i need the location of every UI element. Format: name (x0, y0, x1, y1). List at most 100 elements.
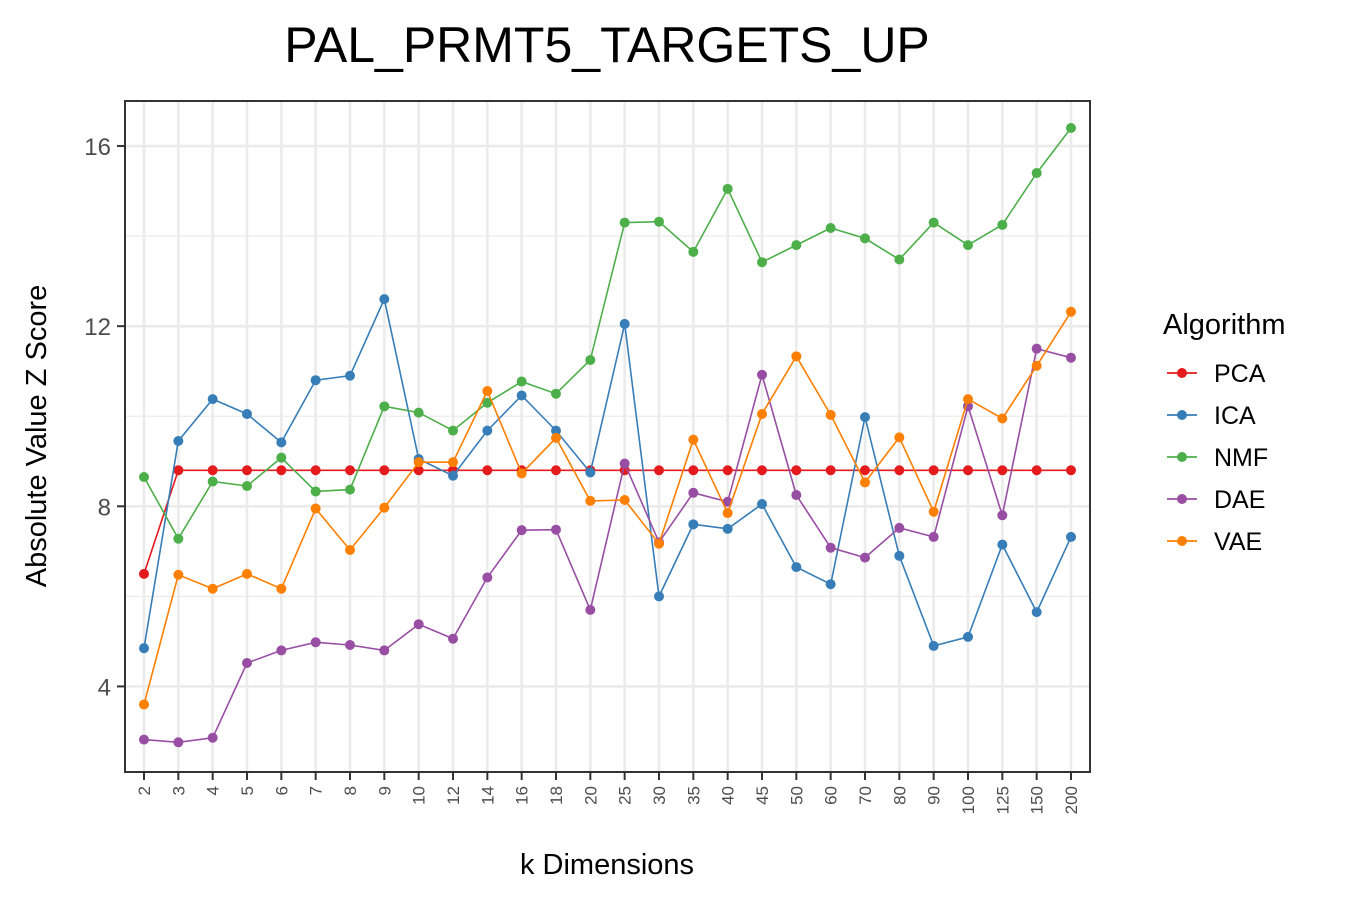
data-point-vae (310, 503, 321, 514)
x-tick-label: 6 (272, 786, 291, 795)
data-point-nmf (482, 397, 493, 408)
data-point-ica (207, 394, 218, 405)
x-tick-label: 45 (753, 786, 772, 805)
data-point-vae (482, 386, 493, 397)
data-point-ica (825, 579, 836, 590)
data-point-dae (345, 640, 355, 651)
data-point-dae (825, 542, 836, 553)
x-tick-label: 125 (993, 786, 1012, 814)
data-point-ica (585, 467, 596, 478)
x-tick-label: 90 (925, 786, 944, 805)
data-point-dae (242, 658, 252, 669)
data-point-ica (242, 408, 252, 419)
data-point-dae (1066, 352, 1076, 363)
data-point-pca (1066, 465, 1076, 476)
legend-label: PCA (1214, 360, 1266, 388)
x-tick-label: 5 (238, 786, 257, 795)
data-point-nmf (757, 257, 767, 268)
data-point-vae (345, 544, 355, 555)
data-point-nmf (173, 533, 184, 544)
data-point-vae (722, 508, 733, 519)
data-point-dae (551, 524, 561, 535)
data-point-dae (413, 619, 424, 630)
legend-label: ICA (1214, 402, 1256, 430)
data-point-dae (585, 604, 596, 615)
data-point-nmf (551, 388, 561, 399)
data-point-ica (757, 499, 767, 510)
data-point-nmf (997, 219, 1008, 230)
data-point-nmf (791, 240, 802, 251)
data-point-ica (551, 425, 561, 436)
data-point-nmf (413, 407, 424, 418)
x-tick-label: 30 (650, 786, 669, 805)
x-tick-label: 12 (444, 786, 463, 805)
data-point-vae (654, 538, 664, 549)
data-point-nmf (242, 481, 252, 492)
legend-key-point (1177, 536, 1187, 546)
data-point-dae (1031, 343, 1042, 354)
data-point-pca (242, 465, 252, 476)
data-point-nmf (1031, 168, 1042, 179)
data-point-pca (928, 465, 939, 476)
data-point-ica (1031, 607, 1042, 618)
data-point-pca (207, 465, 218, 476)
data-point-ica (860, 412, 870, 423)
data-point-ica (276, 437, 287, 448)
y-tick-label: 12 (84, 314, 111, 341)
x-tick-label: 200 (1062, 786, 1081, 814)
data-point-vae (173, 569, 184, 580)
grid (125, 101, 1090, 772)
data-point-nmf (928, 217, 939, 228)
data-point-vae (551, 432, 561, 443)
legend-key-point (1177, 368, 1187, 378)
legend: Algorithm PCA ICA NMF DAE VAE (1163, 309, 1286, 556)
data-point-dae (310, 637, 321, 648)
data-point-vae (413, 457, 424, 468)
data-point-ica (791, 562, 802, 573)
data-point-nmf (1066, 123, 1076, 134)
data-point-vae (448, 457, 458, 468)
x-tick-label: 9 (375, 786, 394, 795)
data-point-dae (688, 487, 699, 498)
data-point-vae (688, 434, 699, 445)
data-point-dae (894, 522, 905, 533)
x-tick-label: 4 (204, 786, 223, 795)
legend-key-point (1177, 452, 1187, 462)
series-vae (139, 306, 1076, 710)
data-point-vae (825, 409, 836, 420)
data-point-dae (379, 645, 390, 656)
data-point-pca (551, 465, 561, 476)
y-tick-label: 4 (98, 674, 111, 701)
series-line-pca (143, 469, 1071, 575)
legend-item-pca: PCA (1167, 360, 1266, 388)
data-point-pca (825, 465, 836, 476)
series-ica (139, 294, 1076, 654)
data-point-nmf (722, 183, 733, 194)
data-point-pca (860, 465, 870, 476)
data-point-nmf (276, 452, 287, 463)
chart-title: PAL_PRMT5_TARGETS_UP (284, 17, 930, 73)
x-tick-label: 7 (307, 786, 326, 795)
data-point-dae (619, 458, 630, 469)
data-point-vae (207, 583, 218, 594)
data-point-vae (516, 468, 527, 479)
legend-item-ica: ICA (1167, 402, 1256, 430)
data-point-nmf (516, 376, 527, 387)
legend-title: Algorithm (1163, 309, 1286, 341)
data-point-ica (963, 631, 973, 642)
x-tick-label: 3 (169, 786, 188, 795)
legend-item-dae: DAE (1167, 486, 1265, 514)
x-tick-label: 20 (581, 786, 600, 805)
data-point-pca (963, 465, 973, 476)
data-point-dae (139, 734, 149, 745)
data-point-pca (173, 465, 184, 476)
data-point-pca (688, 465, 699, 476)
legend-item-nmf: NMF (1167, 444, 1268, 472)
x-tick-label: 80 (890, 786, 909, 805)
data-point-pca (757, 465, 767, 476)
data-point-pca (379, 465, 390, 476)
data-point-pca (1031, 465, 1042, 476)
y-axis-title: Absolute Value Z Score (21, 285, 53, 588)
x-tick-label: 14 (478, 786, 497, 805)
